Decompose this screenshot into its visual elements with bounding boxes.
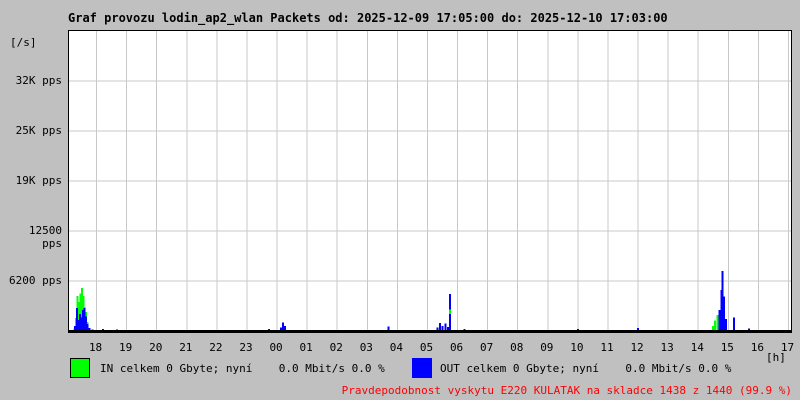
x-tick-label: 23 — [239, 341, 253, 354]
x-tick-label: 18 — [88, 341, 103, 354]
x-tick-label: 15 — [720, 341, 734, 354]
x-tick-label: 17 — [780, 341, 795, 354]
legend-out-label: OUT celkem 0 Gbyte; nyní 0.0 Mbit/s 0.0 … — [440, 362, 732, 375]
legend-out-swatch — [412, 358, 432, 378]
legend-in-swatch — [70, 358, 90, 378]
x-tick-label: 07 — [480, 341, 494, 354]
x-tick-label: 04 — [389, 341, 404, 354]
x-tick-label: 22 — [209, 341, 223, 354]
x-tick-label: 08 — [510, 341, 524, 354]
x-tick-label: 11 — [600, 341, 614, 354]
graph-title: Graf provozu lodin_ap2_wlan Packets od: … — [68, 11, 668, 25]
y-tick-label: 19K pps — [15, 174, 62, 187]
x-tick-label: 01 — [299, 341, 313, 354]
x-tick-label: 02 — [329, 341, 343, 354]
x-tick-label: 10 — [570, 341, 584, 354]
x-tick-label: 16 — [750, 341, 765, 354]
x-tick-label: 12 — [630, 341, 644, 354]
y-tick-label: 6200 pps — [9, 274, 62, 287]
y-tick-label: 25K pps — [15, 124, 62, 137]
x-tick-label: 09 — [540, 341, 554, 354]
x-tick-label: 21 — [179, 341, 193, 354]
x-tick-label: 20 — [149, 341, 163, 354]
x-tick-label: 05 — [419, 341, 434, 354]
x-axis-unit-label: [h] — [766, 351, 786, 364]
x-tick-label: 03 — [359, 341, 373, 354]
y-tick-label: 12500 pps — [28, 224, 62, 250]
legend-in-label: IN celkem 0 Gbyte; nyní 0.0 Mbit/s 0.0 % — [100, 362, 385, 375]
x-tick-label: 13 — [660, 341, 674, 354]
status-text: Pravdepodobnost vyskytu E220 KULATAK na … — [341, 384, 792, 397]
x-tick-label: 00 — [269, 341, 283, 354]
chart-svg — [69, 31, 791, 332]
plot-area — [68, 30, 792, 333]
x-tick-label: 06 — [449, 341, 464, 354]
x-tick-label: 19 — [119, 341, 133, 354]
y-tick-label: 32K pps — [15, 74, 62, 87]
x-tick-label: 14 — [690, 341, 704, 354]
y-axis-unit-label: [/s] — [10, 36, 37, 49]
